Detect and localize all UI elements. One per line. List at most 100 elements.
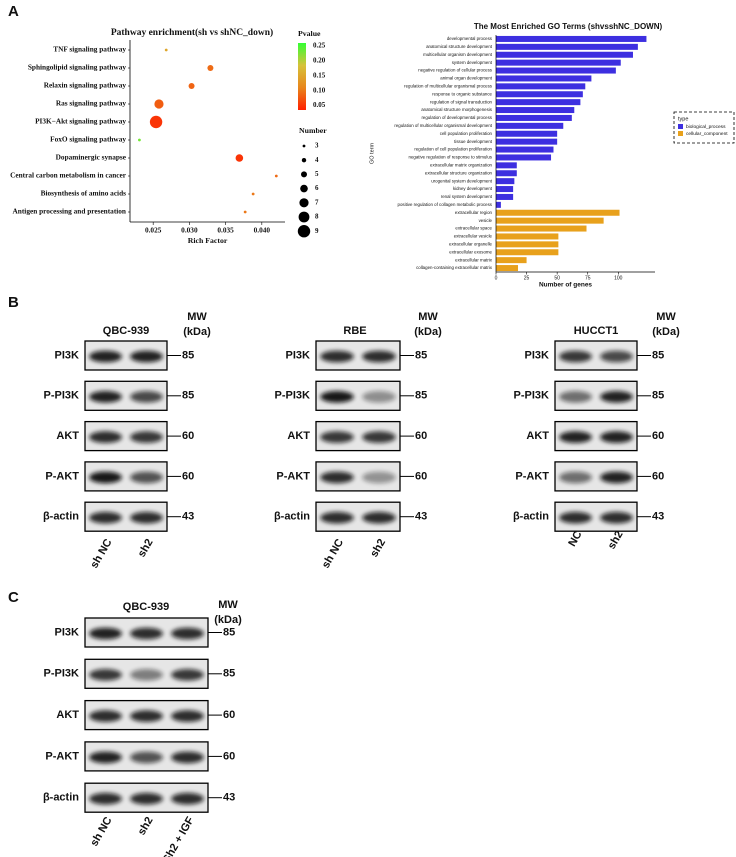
legend-label: biological_process (686, 124, 726, 130)
color-bar (298, 43, 306, 110)
legend-title: Number (299, 126, 327, 135)
band (171, 669, 204, 681)
row-label: β-actin (43, 511, 79, 523)
bar (496, 59, 621, 66)
mw-value: 43 (652, 511, 664, 523)
x-tick-label: 0.040 (254, 226, 271, 235)
mw-value: 60 (223, 750, 235, 762)
x-tick-label: 50 (554, 275, 560, 281)
chart-title: The Most Enriched GO Terms (shvsshNC_DOW… (474, 22, 663, 31)
band (89, 431, 122, 443)
bubble (188, 83, 195, 89)
x-tick-label: 75 (585, 275, 591, 281)
y-tick-label: PI3K−Akt signaling pathway (35, 117, 126, 126)
mw-value: 60 (652, 430, 664, 442)
y-axis-label: GO term (369, 143, 375, 165)
bar (496, 114, 572, 121)
band (89, 350, 122, 363)
mw-value: 85 (182, 349, 194, 361)
band (320, 471, 354, 484)
size-key (300, 184, 308, 193)
lane-label: sh2 (136, 537, 156, 559)
row-label: AKT (526, 430, 549, 442)
band (89, 669, 122, 681)
bar (496, 67, 616, 74)
band (130, 471, 163, 484)
band (171, 710, 204, 722)
band (89, 511, 122, 524)
y-tick-label: anatomical structure development (426, 44, 493, 49)
y-tick-label: Sphingolipid signaling pathway (28, 63, 126, 72)
row-label: β-actin (513, 511, 549, 523)
bar (496, 99, 581, 106)
row-label: β-actin (274, 511, 310, 523)
mw-value: 60 (182, 430, 194, 442)
mw-value: 85 (652, 349, 664, 361)
band (130, 792, 163, 805)
bar (496, 193, 514, 200)
band (130, 710, 163, 722)
y-tick-label: response to organic substance (432, 91, 492, 96)
y-tick-label: regulation of multicellular organismal d… (394, 123, 492, 128)
y-tick-label: extracellular region (455, 210, 493, 215)
y-tick-label: extracellular structure organization (425, 170, 493, 175)
band (320, 511, 354, 524)
band (559, 511, 592, 524)
x-tick-label: 0.025 (145, 226, 162, 235)
row-label: AKT (287, 430, 310, 442)
bar (496, 51, 633, 58)
mw-label: MW (218, 599, 238, 611)
y-tick-label: Central carbon metabolism in cancer (10, 171, 127, 180)
mw-label: MW (418, 311, 438, 323)
band (171, 792, 204, 805)
mw-unit: (kDa) (652, 326, 680, 338)
size-key (297, 225, 311, 238)
band (600, 391, 633, 403)
band (130, 431, 163, 443)
mw-value: 60 (182, 470, 194, 482)
band (130, 511, 163, 524)
lane-label: sh2 (136, 815, 156, 837)
size-key-label: 4 (315, 156, 319, 164)
row-label: PI3K (286, 349, 311, 361)
band (320, 431, 354, 443)
band (171, 751, 204, 764)
mw-value: 60 (652, 470, 664, 482)
y-tick-label: extracellular matrix organization (430, 163, 493, 168)
mw-value: 60 (415, 430, 427, 442)
y-tick-label: extracellular exosome (449, 249, 492, 254)
band (89, 627, 122, 640)
row-label: P-PI3K (514, 390, 550, 402)
y-tick-label: tissue development (454, 139, 493, 144)
band (559, 431, 592, 443)
x-tick-label: 100 (614, 275, 623, 281)
row-label: P-PI3K (44, 668, 80, 680)
bar (496, 186, 514, 193)
bar (496, 122, 564, 129)
bar (496, 170, 517, 177)
band (130, 669, 163, 681)
bubble (235, 154, 244, 162)
band (362, 391, 396, 403)
bar (496, 178, 515, 185)
band (89, 751, 122, 764)
bar (496, 257, 527, 264)
row-label: AKT (56, 709, 79, 721)
x-tick-label: 0.035 (217, 226, 234, 235)
band (600, 350, 633, 363)
x-tick-label: 25 (524, 275, 530, 281)
y-tick-label: regulation of signal transduction (430, 99, 493, 104)
row-label: P-PI3K (275, 390, 311, 402)
band (600, 431, 633, 443)
mw-value: 85 (652, 390, 664, 402)
panel-label: C (8, 589, 19, 606)
y-tick-label: regulation of cell population proliferat… (414, 147, 492, 152)
y-tick-label: urogenital system development (431, 178, 493, 183)
blot-title: QBC-939 (123, 601, 169, 613)
mw-value: 60 (223, 709, 235, 721)
y-tick-label: animal organ development (440, 76, 493, 81)
size-key-label: 7 (315, 198, 319, 206)
band (559, 471, 592, 484)
bar (496, 43, 638, 50)
blot-title: HUCCT1 (574, 325, 619, 337)
